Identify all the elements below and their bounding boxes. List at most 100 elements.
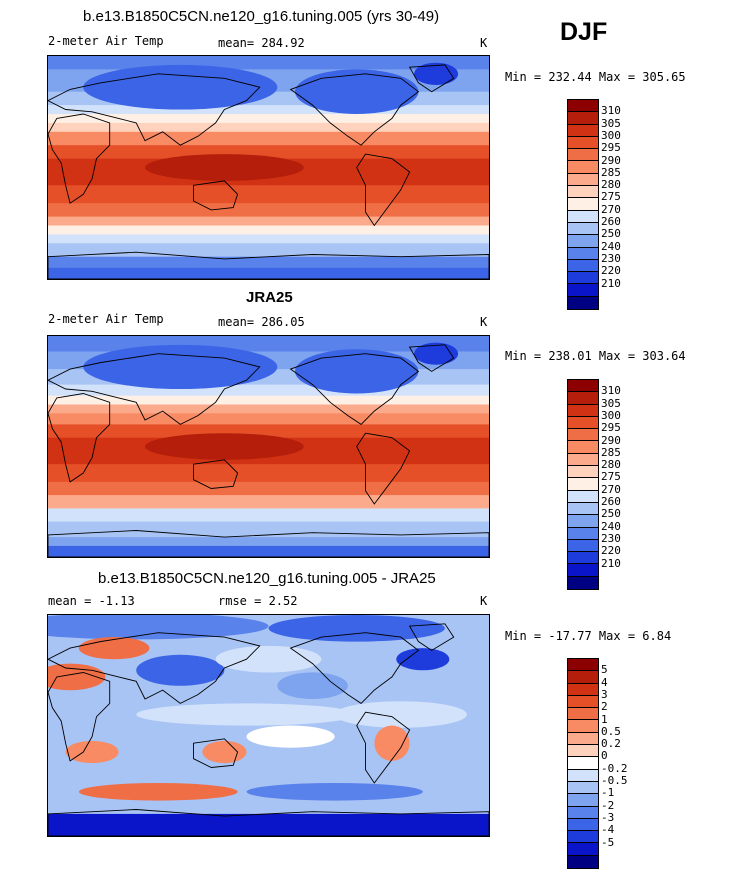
panel3-title: b.e13.B1850C5CN.ne120_g16.tuning.005 - J…: [98, 570, 436, 587]
temperature-band: [48, 114, 489, 124]
colorbar-tick-label: 275: [601, 470, 621, 484]
colorbar-tick-label: 230: [601, 251, 621, 265]
colorbar-swatch: [568, 745, 598, 758]
colorbar-tick-label: 250: [601, 227, 621, 241]
antarctic-difference-band: [48, 813, 489, 836]
colorbar-tick-label: -0.2: [601, 761, 628, 775]
colorbar-tick-label: 2: [601, 700, 608, 714]
temperature-band: [48, 545, 489, 557]
colorbar-swatch: [568, 392, 598, 405]
panel2-colorbar: [567, 379, 599, 591]
colorbar-tick-label: 220: [601, 544, 621, 558]
panel1-map: [47, 55, 490, 280]
colorbar-tick-label: 290: [601, 433, 621, 447]
colorbar-swatch: [568, 441, 598, 454]
colorbar-tick-label: 220: [601, 264, 621, 278]
colorbar-swatch: [568, 490, 598, 503]
colorbar-tick-label: 0.5: [601, 724, 621, 738]
colorbar-swatch: [568, 695, 598, 709]
difference-region: [136, 703, 357, 726]
colorbar-swatch: [568, 527, 598, 540]
warm-pool-region: [145, 433, 304, 460]
colorbar-tick-label: 250: [601, 507, 621, 521]
coastline: [289, 73, 420, 146]
panel2-units: K: [480, 315, 488, 329]
colorbar-tick-label: 260: [601, 495, 621, 508]
panel2-map: [47, 335, 490, 558]
difference-region: [246, 783, 423, 801]
temperature-band: [48, 521, 489, 538]
coastline: [356, 153, 411, 227]
colorbar-swatch: [568, 247, 598, 260]
colorbar-tick-label: 285: [601, 445, 621, 459]
colorbar-swatch: [568, 222, 598, 236]
colorbar-swatch: [568, 272, 598, 285]
colorbar-swatch: [568, 769, 598, 782]
temperature-band: [48, 537, 489, 547]
colorbar-tick-label: 300: [601, 408, 621, 422]
panel3-rmse: rmse = 2.52: [218, 594, 298, 608]
difference-region: [277, 672, 348, 699]
panel1-title: b.e13.B1850C5CN.ne120_g16.tuning.005 (yr…: [83, 8, 440, 25]
colorbar-swatch: [568, 671, 598, 684]
panel1-minmax: Min = 232.44 Max = 305.65: [505, 70, 686, 84]
colorbar-swatch: [568, 416, 598, 430]
colorbar-tick-label: 260: [601, 215, 621, 228]
colorbar-swatch: [568, 100, 598, 113]
coastline: [193, 459, 239, 489]
coastline: [193, 738, 239, 768]
coastline: [408, 344, 455, 372]
colorbar-swatch: [568, 683, 598, 696]
colorbar-tick-label: 280: [601, 458, 621, 472]
colorbar-tick-label: 1: [601, 712, 608, 726]
colorbar-tick-label: 240: [601, 239, 621, 253]
coastline: [48, 353, 261, 425]
coastline: [48, 251, 489, 279]
difference-region: [334, 701, 467, 728]
colorbar-tick-label: 210: [601, 276, 621, 290]
cold-land-region: [83, 64, 278, 110]
panel2-title: JRA25: [246, 289, 293, 306]
coastline: [408, 623, 455, 651]
colorbar-swatch: [568, 659, 598, 672]
panel3-map: [47, 614, 490, 837]
colorbar-swatch: [568, 453, 598, 467]
coastline: [48, 672, 111, 762]
colorbar-swatch: [568, 843, 598, 856]
colorbar-swatch: [568, 855, 598, 869]
panel3-mean: mean = -1.13: [48, 594, 135, 608]
coastline: [48, 113, 111, 204]
panel2-minmax: Min = 238.01 Max = 303.64: [505, 349, 686, 363]
colorbar-swatch: [568, 478, 598, 491]
panel2-mean: mean= 286.05: [218, 315, 305, 329]
coastline: [356, 432, 411, 505]
colorbar-swatch: [568, 552, 598, 565]
colorbar-tick-label: -3: [601, 810, 615, 824]
colorbar-tick-label: 0: [601, 749, 608, 763]
coastline: [48, 530, 489, 557]
panel2-variable: 2-meter Air Temp: [48, 312, 164, 326]
colorbar-tick-label: 305: [601, 116, 621, 130]
colorbar-tick-label: 310: [601, 384, 621, 398]
colorbar-swatch: [568, 124, 598, 137]
colorbar-swatch: [568, 296, 598, 310]
coastline: [48, 393, 111, 483]
temperature-band: [48, 131, 489, 146]
cold-land-region: [83, 344, 278, 390]
difference-region: [215, 645, 322, 673]
coastline: [408, 64, 455, 93]
panel3-units: K: [480, 594, 488, 608]
colorbar-swatch: [568, 380, 598, 393]
colorbar-tick-label: 290: [601, 153, 621, 167]
difference-region: [396, 648, 450, 671]
difference-region: [65, 740, 119, 764]
colorbar-swatch: [568, 757, 598, 770]
colorbar-tick-label: 5: [601, 663, 608, 677]
colorbar-swatch: [568, 112, 598, 125]
colorbar-swatch: [568, 429, 598, 442]
temperature-band: [48, 243, 489, 258]
warm-pool-region: [145, 154, 304, 181]
temperature-band: [48, 267, 489, 279]
difference-region: [202, 740, 247, 764]
colorbar-tick-label: 4: [601, 675, 608, 689]
